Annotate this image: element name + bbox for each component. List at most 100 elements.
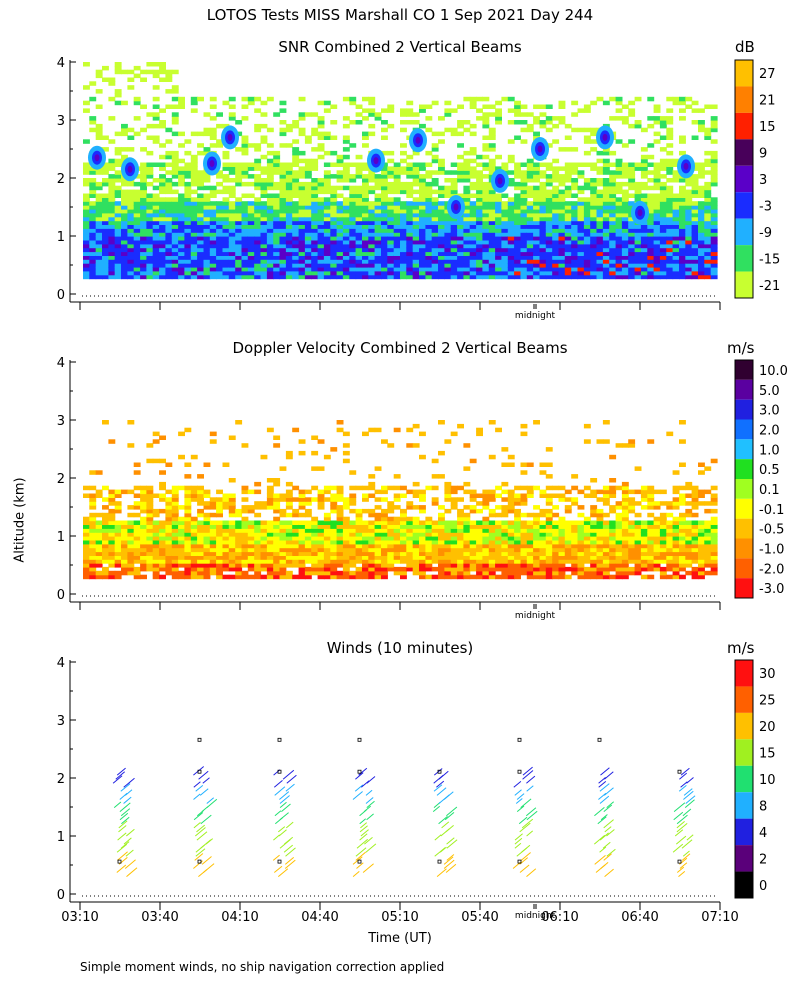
heatmap-cell	[482, 524, 490, 529]
heatmap-cell	[400, 120, 407, 125]
heatmap-cell	[342, 524, 350, 529]
heatmap-cell	[400, 247, 407, 253]
colorbar-label: 10	[759, 773, 776, 788]
heatmap-cell	[292, 497, 300, 502]
heatmap-cell	[197, 574, 204, 580]
heatmap-cell	[203, 539, 211, 545]
heatmap-cell	[438, 166, 445, 171]
heatmap-cell	[108, 239, 116, 245]
heatmap-cell	[368, 563, 376, 568]
heatmap-cell	[95, 197, 103, 202]
heatmap-cell	[317, 201, 325, 206]
heatmap-cell	[577, 197, 585, 202]
y-tick-label: 2	[57, 472, 65, 487]
heatmap-cell	[431, 170, 439, 175]
heatmap-cell	[469, 489, 477, 495]
heatmap-cell	[621, 189, 629, 195]
heatmap-cell	[710, 236, 718, 241]
heatmap-cell	[387, 255, 395, 260]
heatmap-cell	[374, 185, 382, 191]
heatmap-cell	[590, 181, 598, 187]
heatmap-cell	[590, 232, 598, 237]
heatmap-cell	[526, 555, 534, 560]
heatmap-cell	[476, 185, 483, 191]
colorbar-label: -3.0	[759, 582, 784, 597]
heatmap-cell	[653, 220, 661, 225]
heatmap-cell	[387, 232, 395, 237]
heatmap-cell	[114, 89, 122, 94]
heatmap-cell	[666, 197, 674, 202]
heatmap-cell	[254, 563, 262, 568]
heatmap-cell	[298, 489, 306, 495]
heatmap-cell	[621, 255, 629, 260]
heatmap-cell	[450, 178, 458, 183]
heatmap-cell	[171, 493, 179, 498]
heatmap-cell	[292, 162, 300, 167]
heatmap-cell	[197, 197, 204, 202]
heatmap-cell	[457, 154, 464, 160]
heatmap-cell	[393, 570, 401, 576]
heatmap-cell	[184, 174, 192, 179]
heatmap-cell	[685, 232, 693, 237]
heatmap-cell	[476, 274, 483, 280]
heatmap-cell	[121, 563, 128, 568]
heatmap-cell	[222, 220, 230, 225]
heatmap-cell	[178, 563, 185, 568]
heatmap-cell	[400, 536, 407, 541]
heatmap-cell	[247, 212, 255, 218]
heatmap-cell	[463, 512, 471, 518]
heatmap-cell	[609, 255, 617, 260]
heatmap-cell	[127, 559, 135, 564]
heatmap-cell	[121, 181, 128, 187]
heatmap-cell	[317, 551, 325, 556]
heatmap-cell	[330, 251, 338, 256]
heatmap-cell	[381, 266, 388, 272]
heatmap-cell	[247, 563, 255, 568]
heatmap-cell	[102, 555, 109, 560]
heatmap-cell	[469, 96, 477, 102]
heatmap-cell	[95, 570, 103, 576]
heatmap-cell	[228, 501, 236, 506]
heatmap-cell	[336, 201, 344, 206]
heatmap-cell	[381, 170, 388, 175]
heatmap-cell	[133, 512, 141, 518]
heatmap-cell	[146, 236, 154, 241]
heatmap-cell	[577, 263, 585, 268]
heatmap-cell	[140, 551, 147, 556]
heatmap-cell	[159, 205, 166, 210]
heatmap-cell	[488, 251, 496, 256]
heatmap-cell	[590, 266, 598, 272]
heatmap-cell	[520, 189, 528, 195]
heatmap-cell	[140, 208, 147, 214]
heatmap-cell	[292, 201, 300, 206]
heatmap-cell	[628, 170, 636, 175]
heatmap-cell	[438, 520, 445, 525]
heatmap-cell	[482, 162, 490, 167]
heatmap-cell	[311, 216, 319, 222]
heatmap-cell	[609, 150, 617, 156]
heatmap-cell	[152, 431, 160, 437]
heatmap-cell	[247, 247, 255, 253]
heatmap-cell	[419, 108, 426, 113]
heatmap-cell	[362, 232, 369, 237]
heatmap-cell	[609, 236, 617, 241]
heatmap-cell	[425, 547, 433, 553]
heatmap-cell	[514, 120, 521, 125]
heatmap-cell	[108, 139, 116, 144]
heatmap-cell	[197, 205, 204, 210]
heatmap-cell	[653, 120, 661, 125]
heatmap-cell	[368, 251, 376, 256]
heatmap-cell	[178, 559, 185, 564]
heatmap-cell	[533, 120, 540, 125]
heatmap-cell	[488, 127, 496, 133]
heatmap-cell	[146, 224, 154, 229]
x-tick-label: 05:10	[381, 910, 418, 925]
heatmap-cell	[222, 251, 230, 256]
heatmap-cell	[292, 485, 300, 491]
heatmap-cell	[247, 251, 255, 256]
heatmap-cell	[108, 181, 116, 187]
heatmap-cell	[488, 232, 496, 237]
heatmap-cell	[222, 123, 230, 129]
heatmap-cell	[488, 539, 496, 545]
heatmap-cell	[381, 543, 388, 549]
